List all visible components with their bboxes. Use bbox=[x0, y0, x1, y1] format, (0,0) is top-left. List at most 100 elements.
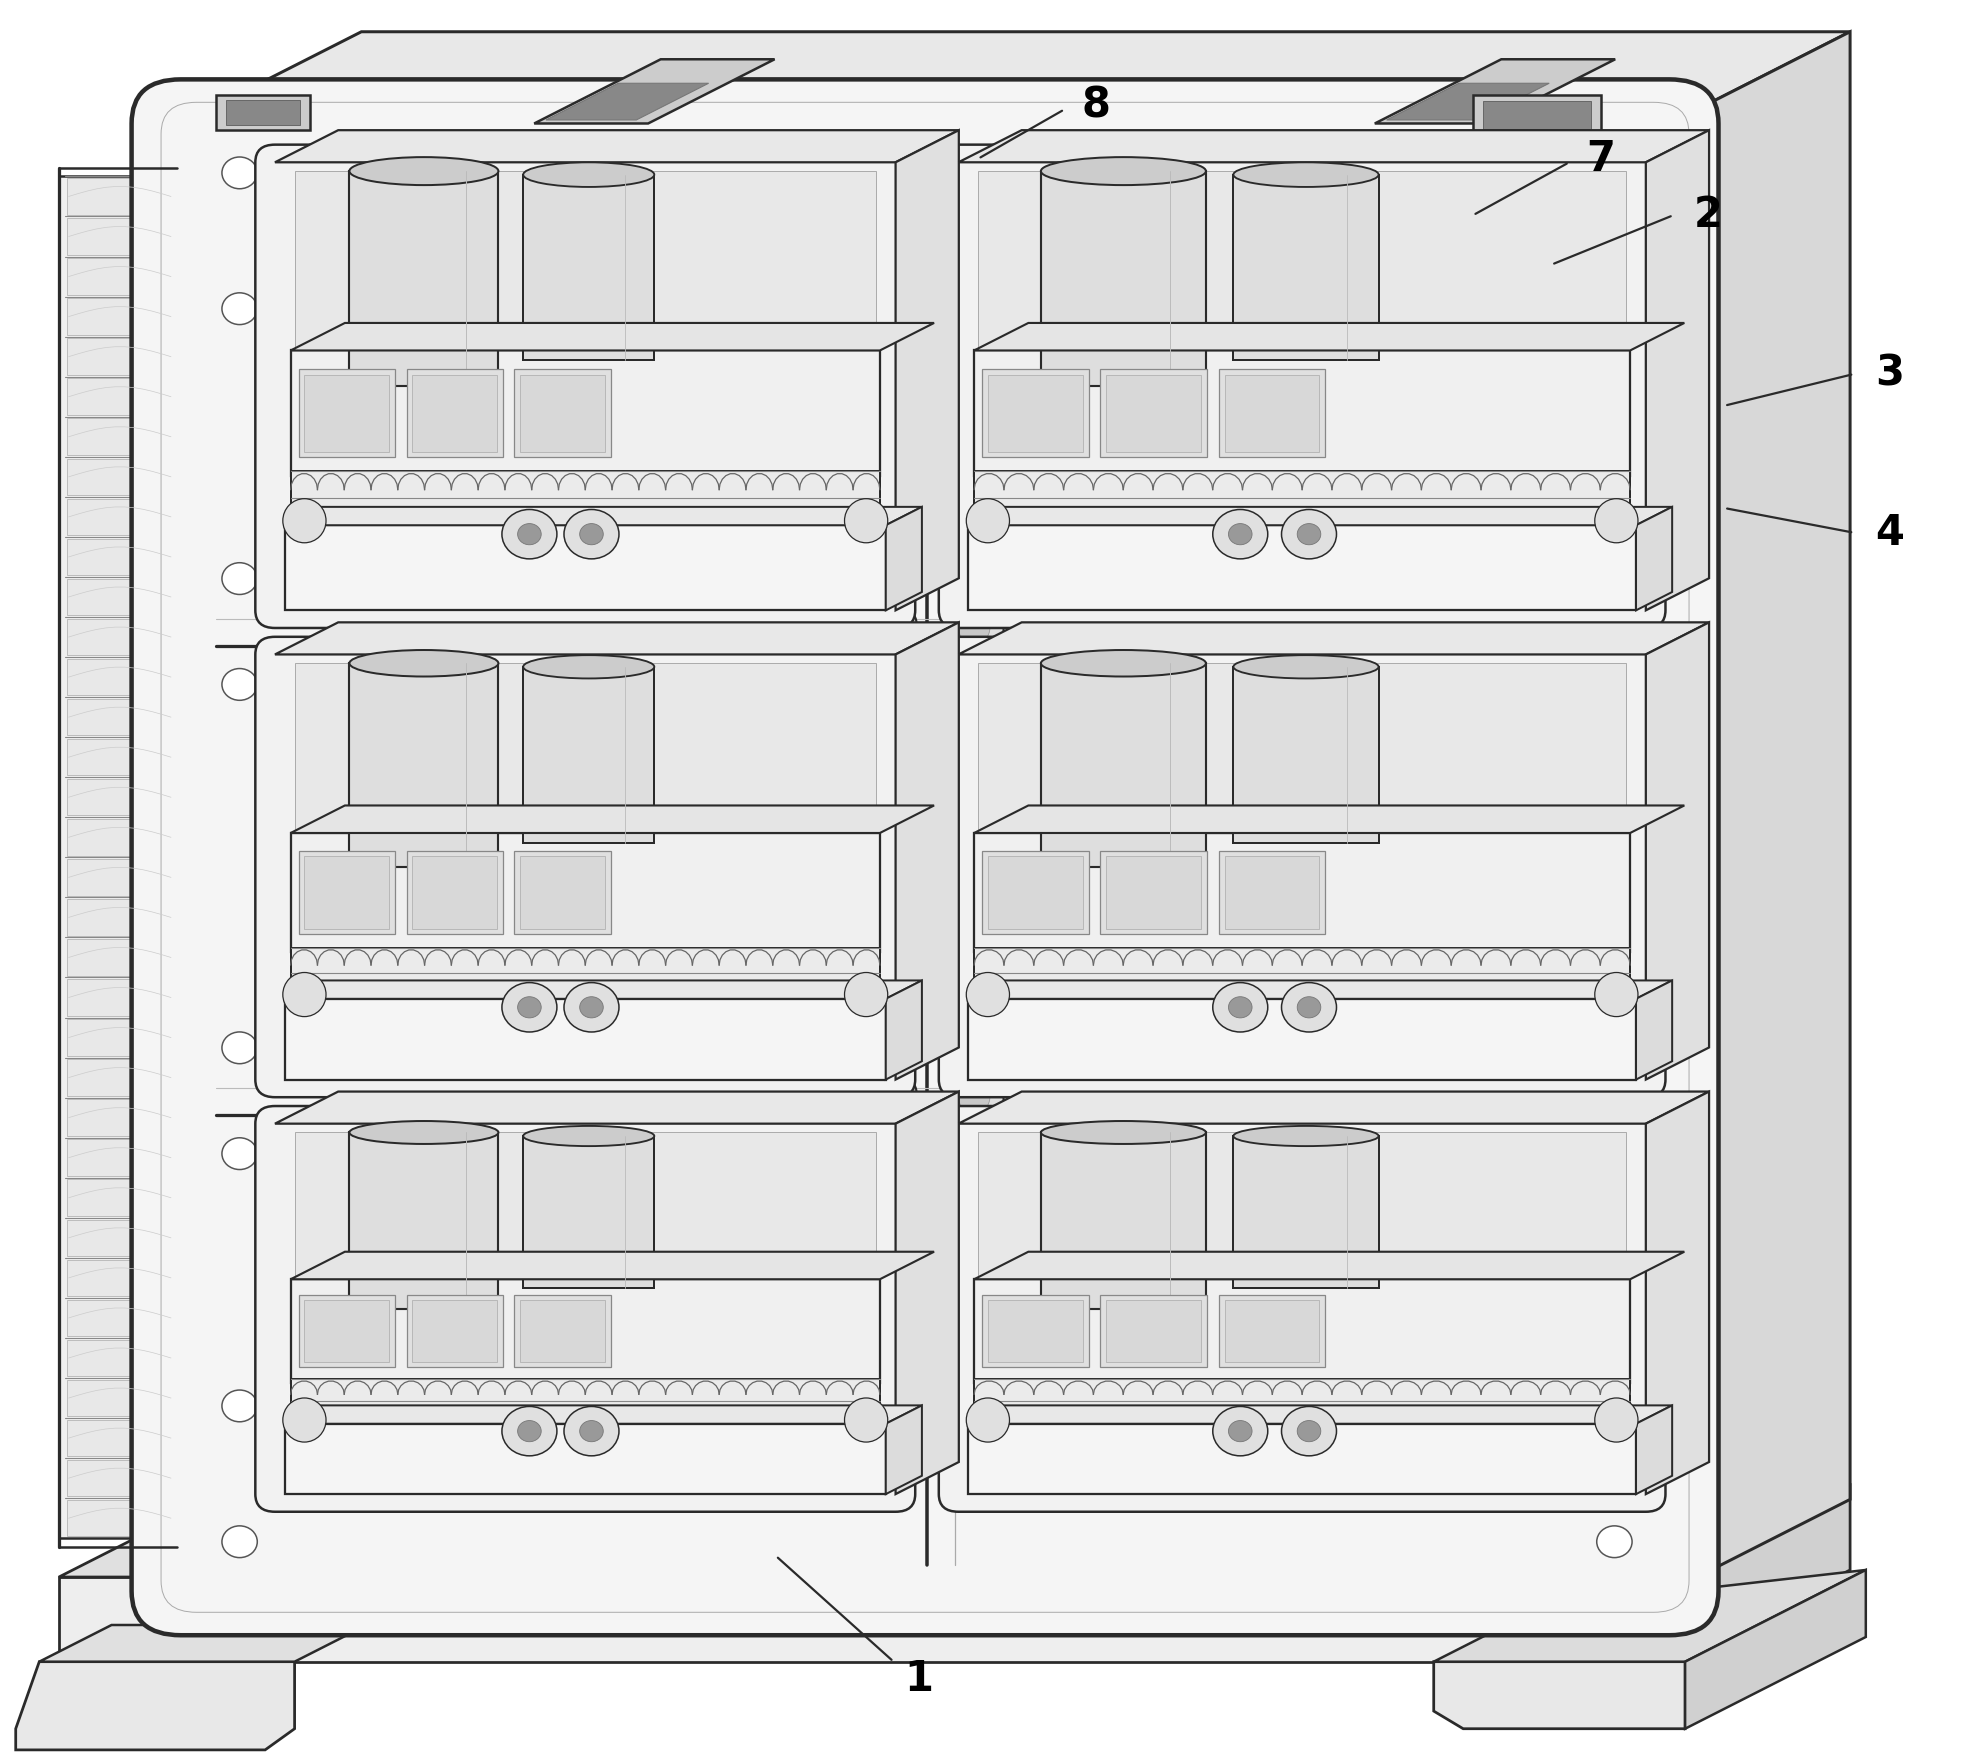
Bar bbox=[299, 850, 395, 935]
Circle shape bbox=[1597, 1390, 1632, 1422]
Polygon shape bbox=[974, 323, 1685, 351]
Circle shape bbox=[503, 1406, 558, 1455]
Circle shape bbox=[564, 983, 619, 1032]
Polygon shape bbox=[968, 1424, 1636, 1494]
Circle shape bbox=[222, 669, 257, 700]
Circle shape bbox=[222, 1138, 257, 1170]
Circle shape bbox=[1597, 293, 1632, 325]
Polygon shape bbox=[275, 1092, 958, 1124]
Polygon shape bbox=[350, 1132, 499, 1309]
Polygon shape bbox=[59, 176, 177, 1538]
Polygon shape bbox=[896, 1092, 958, 1494]
Polygon shape bbox=[1473, 95, 1601, 134]
Polygon shape bbox=[350, 171, 499, 386]
Polygon shape bbox=[226, 101, 300, 125]
Polygon shape bbox=[67, 658, 173, 695]
Polygon shape bbox=[291, 323, 935, 351]
Bar bbox=[520, 1300, 605, 1362]
Polygon shape bbox=[59, 1577, 1669, 1662]
Polygon shape bbox=[67, 780, 173, 815]
Ellipse shape bbox=[1041, 649, 1206, 677]
Ellipse shape bbox=[1233, 1125, 1379, 1147]
Bar bbox=[1100, 369, 1206, 457]
Polygon shape bbox=[67, 1420, 173, 1457]
Polygon shape bbox=[958, 131, 1709, 162]
Polygon shape bbox=[291, 1379, 880, 1413]
Polygon shape bbox=[546, 83, 709, 120]
Polygon shape bbox=[291, 471, 880, 512]
Bar bbox=[515, 1295, 611, 1367]
Polygon shape bbox=[67, 818, 173, 856]
Polygon shape bbox=[886, 1406, 921, 1494]
Ellipse shape bbox=[522, 162, 654, 187]
Polygon shape bbox=[1669, 32, 1850, 1591]
Polygon shape bbox=[285, 998, 886, 1080]
Text: 3: 3 bbox=[1876, 353, 1903, 395]
Polygon shape bbox=[974, 1279, 1630, 1383]
Bar bbox=[982, 850, 1088, 935]
Polygon shape bbox=[67, 1180, 173, 1215]
Ellipse shape bbox=[350, 1122, 499, 1145]
Polygon shape bbox=[67, 1020, 173, 1057]
Circle shape bbox=[579, 524, 603, 545]
Bar bbox=[304, 1300, 389, 1362]
Polygon shape bbox=[1233, 1136, 1379, 1288]
Bar bbox=[988, 856, 1082, 930]
Bar bbox=[1218, 369, 1326, 457]
Bar bbox=[1106, 856, 1200, 930]
Polygon shape bbox=[285, 506, 921, 526]
Polygon shape bbox=[968, 506, 1671, 526]
Polygon shape bbox=[67, 339, 173, 376]
Ellipse shape bbox=[945, 598, 1004, 658]
Polygon shape bbox=[1685, 1570, 1866, 1729]
Polygon shape bbox=[285, 526, 886, 610]
Polygon shape bbox=[1041, 663, 1206, 868]
Bar bbox=[407, 369, 503, 457]
Circle shape bbox=[1296, 997, 1320, 1018]
Polygon shape bbox=[67, 938, 173, 975]
Polygon shape bbox=[1041, 1132, 1206, 1309]
Polygon shape bbox=[291, 1252, 935, 1279]
Polygon shape bbox=[1636, 506, 1671, 610]
Bar bbox=[1100, 850, 1206, 935]
Polygon shape bbox=[896, 623, 958, 1080]
Polygon shape bbox=[1636, 1406, 1671, 1494]
Polygon shape bbox=[67, 1099, 173, 1136]
Polygon shape bbox=[886, 981, 921, 1080]
Bar bbox=[304, 374, 389, 452]
Polygon shape bbox=[1646, 1092, 1709, 1494]
Ellipse shape bbox=[350, 649, 499, 677]
Circle shape bbox=[1597, 669, 1632, 700]
FancyBboxPatch shape bbox=[939, 145, 1665, 628]
Text: 4: 4 bbox=[1876, 512, 1903, 554]
Bar bbox=[1106, 374, 1200, 452]
Polygon shape bbox=[350, 663, 499, 868]
Ellipse shape bbox=[966, 972, 1009, 1016]
Polygon shape bbox=[39, 1625, 367, 1662]
Ellipse shape bbox=[1233, 162, 1379, 187]
Ellipse shape bbox=[872, 612, 903, 644]
Circle shape bbox=[1597, 1138, 1632, 1170]
Circle shape bbox=[579, 1420, 603, 1441]
FancyBboxPatch shape bbox=[939, 1106, 1665, 1512]
Polygon shape bbox=[1041, 171, 1206, 386]
Circle shape bbox=[1597, 1032, 1632, 1064]
Polygon shape bbox=[67, 298, 173, 335]
Polygon shape bbox=[1636, 981, 1671, 1080]
Polygon shape bbox=[67, 900, 173, 935]
Ellipse shape bbox=[945, 1067, 1004, 1127]
Bar bbox=[978, 171, 1626, 467]
Circle shape bbox=[579, 997, 603, 1018]
Polygon shape bbox=[522, 1136, 654, 1288]
Circle shape bbox=[1281, 983, 1336, 1032]
Ellipse shape bbox=[958, 612, 990, 644]
Ellipse shape bbox=[1233, 654, 1379, 679]
Polygon shape bbox=[968, 998, 1636, 1080]
Bar bbox=[515, 369, 611, 457]
Ellipse shape bbox=[845, 1397, 888, 1443]
FancyBboxPatch shape bbox=[939, 637, 1665, 1097]
Ellipse shape bbox=[845, 972, 888, 1016]
Bar bbox=[407, 1295, 503, 1367]
Bar bbox=[982, 369, 1088, 457]
Polygon shape bbox=[67, 178, 173, 215]
